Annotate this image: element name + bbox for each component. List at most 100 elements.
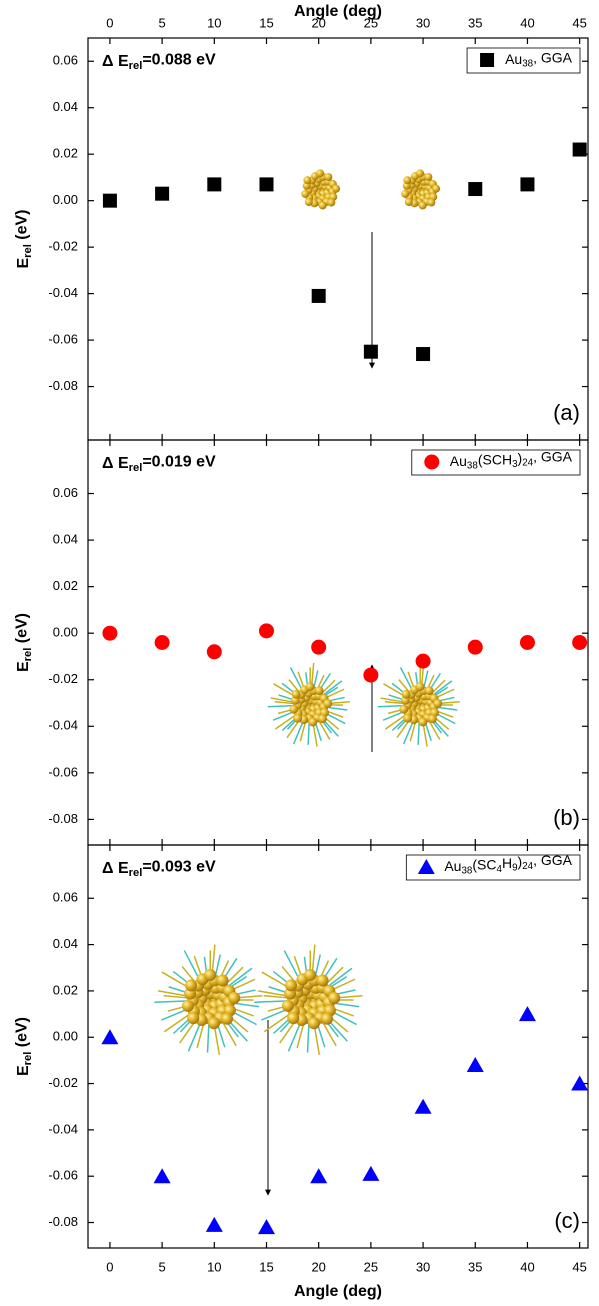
x-tick-label: 5 [158, 1259, 165, 1274]
atom [399, 705, 408, 714]
atom [308, 1017, 320, 1029]
point [103, 194, 117, 208]
atom [305, 198, 313, 206]
x-tick-label: 20 [311, 1259, 325, 1274]
point [467, 1057, 484, 1072]
x-tick-label: 15 [259, 1259, 273, 1274]
point [362, 1166, 379, 1181]
annotation-part: Δ E [102, 455, 129, 472]
atom [185, 979, 197, 991]
panel-label: (b) [553, 805, 580, 830]
atom [323, 699, 332, 708]
atom [289, 705, 298, 714]
y-tick-label: 0.04 [53, 99, 78, 114]
atom [204, 969, 216, 981]
atom [287, 1012, 299, 1024]
point [416, 654, 431, 669]
atom [402, 690, 411, 699]
point [310, 1168, 327, 1183]
y-tick-label: -0.06 [48, 332, 78, 347]
atom [424, 173, 432, 181]
y-axis-label: Erel (eV) [14, 613, 34, 672]
panel-label: (a) [553, 400, 580, 425]
y-axis-label-part: rel [22, 648, 34, 662]
point [258, 1219, 275, 1234]
y-tick-label: 0.00 [53, 625, 78, 640]
point [572, 635, 587, 650]
y-tick-label: -0.02 [48, 1075, 78, 1090]
atom [228, 992, 240, 1004]
y-tick-label: 0.06 [53, 485, 78, 500]
annotation: Δ Erel=0.093 eV [102, 859, 216, 879]
atom [217, 974, 229, 986]
annotation-part: rel [129, 867, 143, 879]
point [259, 623, 274, 638]
y-tick-label: 0.02 [53, 578, 78, 593]
x-axis-label: Angle (deg) [294, 3, 382, 20]
y-tick-label: -0.06 [48, 764, 78, 779]
x-tick-label: 45 [572, 15, 586, 30]
y-tick-label: 0.02 [53, 146, 78, 161]
point [520, 635, 535, 650]
atom [293, 714, 302, 723]
annotation-part: =0.088 eV [142, 52, 216, 69]
atom [405, 198, 413, 206]
y-axis-label: Erel (eV) [14, 1017, 34, 1076]
y-tick-label: 0.04 [53, 532, 78, 547]
atom [401, 190, 409, 198]
atom [182, 1000, 194, 1012]
y-tick-label: 0.04 [53, 936, 78, 951]
atom [328, 992, 340, 1004]
atom [304, 969, 316, 981]
y-tick-label: -0.04 [48, 285, 78, 300]
point [207, 644, 222, 659]
y-tick-label: 0.02 [53, 982, 78, 997]
atom [315, 686, 324, 695]
point [468, 182, 482, 196]
x-tick-label: 10 [207, 1259, 221, 1274]
decorations [154, 169, 459, 1195]
atom [301, 190, 309, 198]
x-tick-label: 25 [364, 1259, 378, 1274]
atom [416, 682, 425, 691]
annotation-part: Δ E [102, 860, 129, 877]
point [415, 1099, 432, 1114]
y-tick-label: -0.06 [48, 1168, 78, 1183]
y-axis-label-part: E [15, 661, 32, 672]
atom [318, 714, 327, 723]
atom [317, 974, 329, 986]
atom [208, 1017, 220, 1029]
legend-marker [424, 455, 439, 470]
atom [285, 979, 297, 991]
x-tick-label: 15 [259, 15, 273, 30]
x-tick-label: 35 [468, 1259, 482, 1274]
atom [303, 176, 311, 184]
point [101, 1029, 118, 1044]
atom [324, 173, 332, 181]
x-tick-label: 35 [468, 15, 482, 30]
y-tick-label: -0.08 [48, 811, 78, 826]
annotation-part: Δ E [102, 53, 129, 70]
point [468, 640, 483, 655]
atom [221, 1013, 233, 1025]
atom [309, 718, 318, 727]
y-tick-label: 0.06 [53, 890, 78, 905]
atom [419, 201, 427, 209]
point [520, 177, 534, 191]
atom [306, 682, 315, 691]
atom [187, 1012, 199, 1024]
y-tick-label: 0.00 [53, 1029, 78, 1044]
x-tick-label: 30 [416, 15, 430, 30]
point [311, 640, 326, 655]
atom [292, 690, 301, 699]
y-tick-label: -0.02 [48, 671, 78, 686]
point [155, 187, 169, 201]
atom [433, 699, 442, 708]
point [519, 1006, 536, 1021]
y-tick-label: -0.08 [48, 378, 78, 393]
atom [321, 1013, 333, 1025]
atom [403, 714, 412, 723]
y-tick-label: -0.02 [48, 239, 78, 254]
x-tick-label: 0 [106, 15, 113, 30]
